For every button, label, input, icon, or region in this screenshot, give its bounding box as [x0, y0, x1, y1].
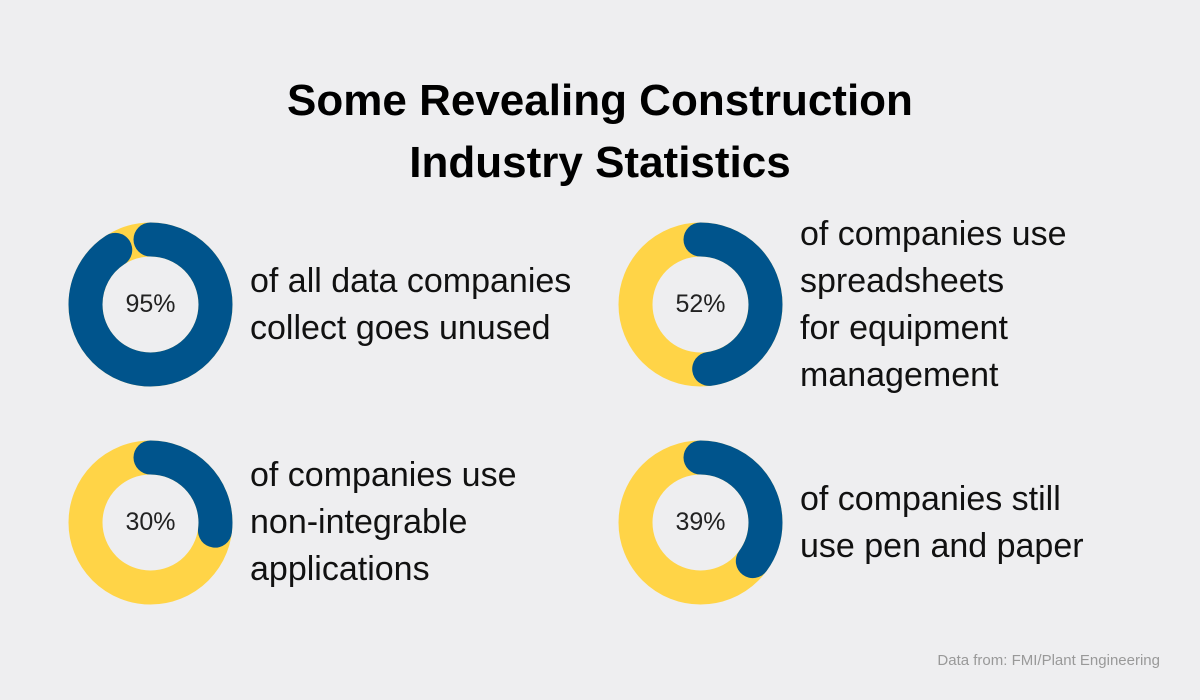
stat-spreadsheets: 52% of companies use spreadsheets for eq…: [618, 215, 1178, 394]
description-line: of companies still: [800, 479, 1061, 518]
donut-chart: [68, 440, 233, 605]
donut-chart: [618, 222, 783, 387]
stat-pen-and-paper: 39% of companies still use pen and paper: [618, 440, 1178, 610]
donut-svg: [68, 222, 233, 387]
donut-svg: [68, 440, 233, 605]
title-line-1: Some Revealing Construction: [287, 76, 913, 125]
description-line: of companies use: [250, 456, 517, 494]
donut-value-arc: [68, 222, 233, 387]
percent-label: 30%: [125, 508, 176, 536]
description-line: spreadsheets: [800, 261, 1005, 300]
percent-label: 39%: [675, 508, 726, 536]
description-line: non-integrable: [250, 503, 468, 541]
title-line-2: Industry Statistics: [409, 138, 791, 187]
description-line: collect goes unused: [250, 308, 551, 347]
source-note: Data from: FMI/Plant Engineering: [937, 652, 1160, 669]
stat-description: of companies use non-integrable applicat…: [250, 440, 650, 605]
stat-non-integrable: 30% of companies use non-integrable appl…: [68, 440, 628, 610]
donut-svg: [618, 440, 783, 605]
stat-unused-data: 95% of all data companies collect goes u…: [68, 222, 628, 392]
percent-label: 95%: [125, 290, 176, 318]
stat-description: of companies still use pen and paper: [800, 440, 1200, 605]
description-line: of companies use: [800, 214, 1067, 253]
description-line: for equipment: [800, 308, 1008, 347]
donut-value-arc: [68, 440, 233, 605]
page-title: Some Revealing Construction Industry Sta…: [0, 70, 1200, 194]
donut-value-arc: [618, 222, 783, 387]
donut-chart: [68, 222, 233, 387]
donut-chart: [618, 440, 783, 605]
description-line: of all data companies: [250, 261, 572, 300]
description-line: applications: [250, 550, 430, 588]
percent-label: 52%: [675, 290, 726, 318]
donut-value-arc: [618, 440, 783, 605]
description-line: use pen and paper: [800, 526, 1084, 565]
donut-svg: [618, 222, 783, 387]
description-line: management: [800, 355, 999, 394]
stat-description: of all data companies collect goes unuse…: [250, 222, 650, 387]
stat-description: of companies use spreadsheets for equipm…: [800, 215, 1200, 394]
